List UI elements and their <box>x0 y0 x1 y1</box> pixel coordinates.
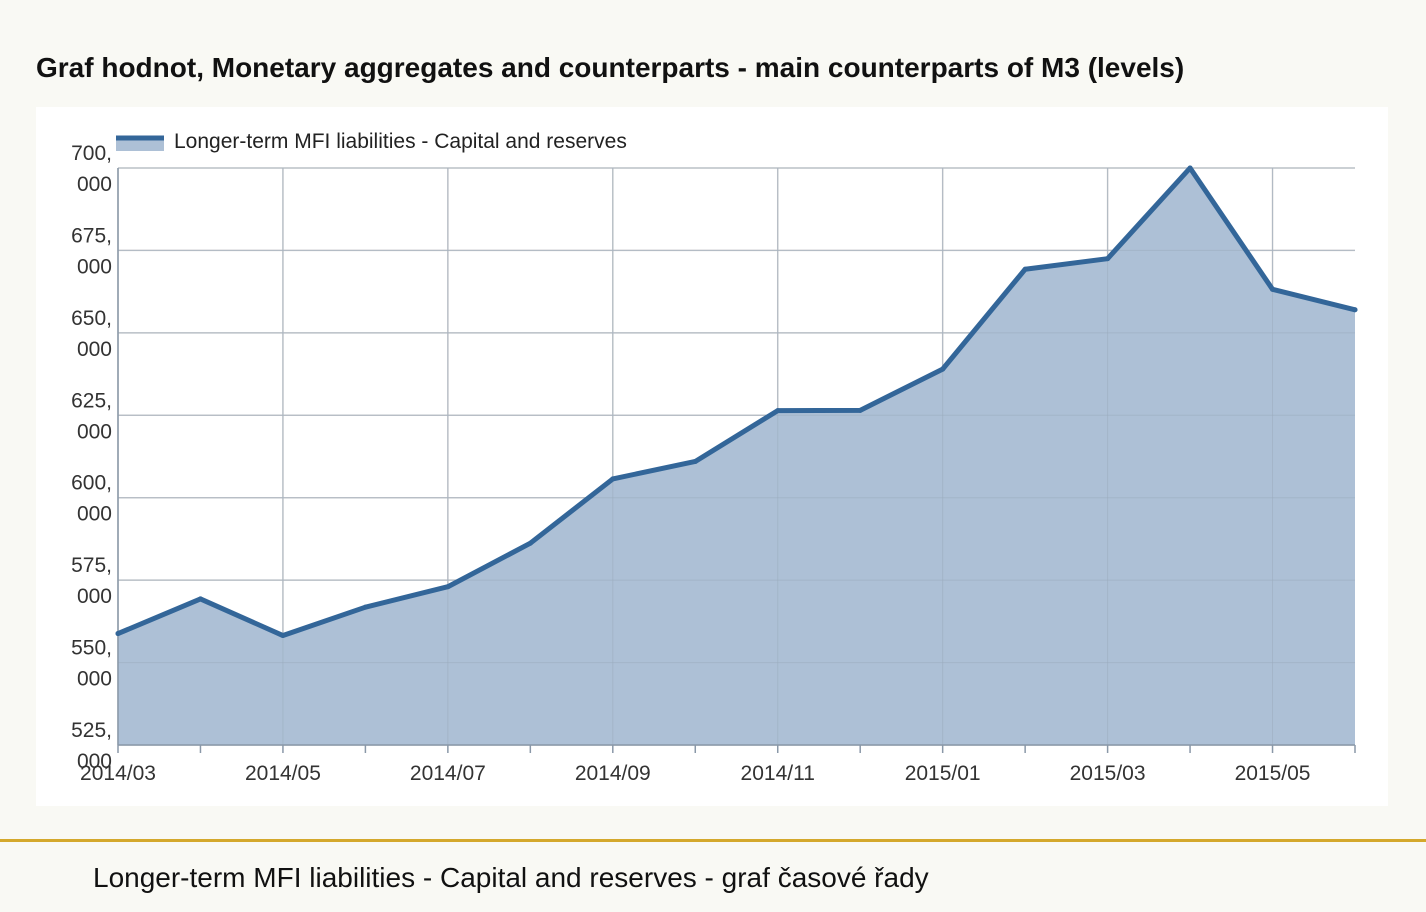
data-point <box>1187 165 1193 171</box>
x-tick-label: 2015/03 <box>1070 762 1146 785</box>
series-area <box>118 168 1355 745</box>
chart-caption: Longer-term MFI liabilities - Capital an… <box>93 862 929 893</box>
data-point <box>1105 256 1111 262</box>
data-point <box>115 631 121 637</box>
data-point <box>775 408 781 414</box>
y-tick-label: 625, 000 <box>71 389 112 443</box>
divider <box>0 839 1426 842</box>
y-tick-label: 600, 000 <box>71 472 112 526</box>
y-tick-label: 700, 000 <box>71 142 112 196</box>
y-tick-label: 650, 000 <box>71 307 112 361</box>
series-line <box>115 165 1358 639</box>
data-point <box>610 476 616 482</box>
data-point <box>1352 307 1358 313</box>
y-tick-label: 550, 000 <box>71 637 112 691</box>
data-point <box>1270 286 1276 292</box>
x-tick-label: 2014/09 <box>575 762 651 785</box>
legend-label: Longer-term MFI liabilities - Capital an… <box>174 130 627 153</box>
data-point <box>857 407 863 413</box>
x-tick-label: 2014/05 <box>245 762 321 785</box>
y-tick-label: 675, 000 <box>71 224 112 278</box>
chart-title: Graf hodnot, Monetary aggregates and cou… <box>36 52 1185 83</box>
data-point <box>362 604 368 610</box>
x-tick-label: 2014/07 <box>410 762 486 785</box>
data-point <box>280 633 286 639</box>
chart-plot: 700, 000 675, 000 650, 000 625, 000 600, 000 575, 0… <box>71 130 1358 785</box>
y-tick-label: 575, 000 <box>71 554 112 608</box>
x-tick-label: 2014/11 <box>741 762 815 785</box>
y-tick-label: 525, 000 <box>71 719 112 773</box>
data-point <box>692 458 698 464</box>
data-point <box>527 540 533 546</box>
chart-panel: 700, 000 675, 000 650, 000 625, 000 600, 000 575, 0… <box>36 107 1388 806</box>
x-tick-label: 2015/01 <box>905 762 981 785</box>
data-point <box>445 584 451 590</box>
data-point <box>1022 266 1028 272</box>
data-point <box>940 366 946 372</box>
x-tick-label: 2015/05 <box>1235 762 1311 785</box>
data-point <box>197 596 203 602</box>
x-tick-label: 2014/03 <box>80 762 156 785</box>
